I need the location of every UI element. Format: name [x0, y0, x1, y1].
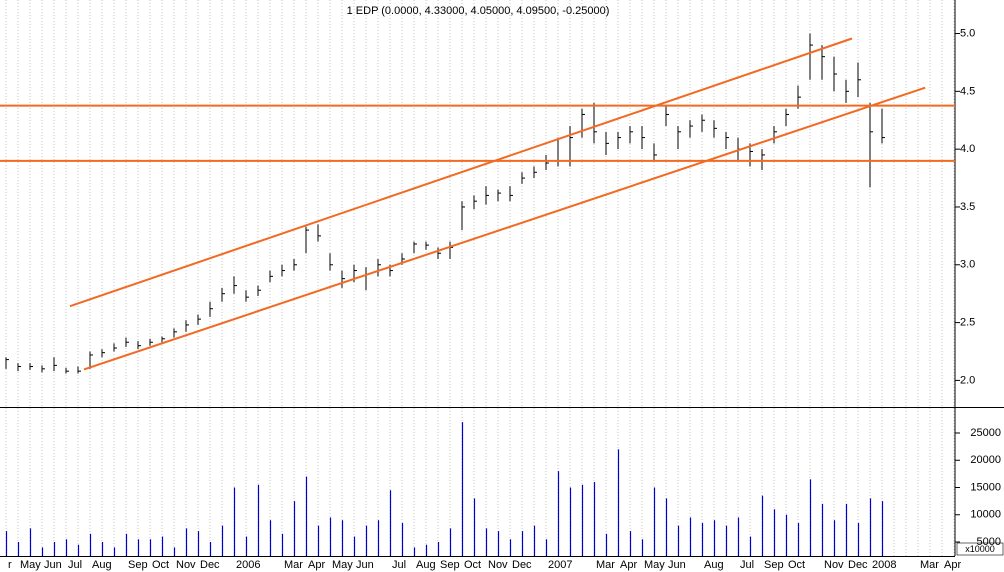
x-tick-label: 2006	[236, 559, 260, 571]
y-tick-label: 2.0	[960, 374, 975, 386]
x-tick-label: May	[644, 559, 665, 571]
x-tick-label: Mar	[284, 559, 303, 571]
y-tick-label: 5.0	[960, 27, 975, 39]
chart-title: 1 EDP (0.0000, 4.33000, 4.05000, 4.09500…	[347, 5, 610, 17]
x-tick-label: Jul	[392, 559, 406, 571]
x-tick-label: Jul	[740, 559, 754, 571]
x-tick-label: Mar	[920, 559, 939, 571]
x-tick-label: 2008	[872, 559, 896, 571]
x-tick-label: Apr	[308, 559, 325, 571]
x-tick-label: Apr	[620, 559, 637, 571]
x-tick-label: Aug	[704, 559, 724, 571]
x-tick-label: Oct	[788, 559, 805, 571]
y-tick-label: 3.0	[960, 259, 975, 271]
y2-tick-label: 5000	[977, 536, 1001, 548]
y2-tick-label: 20000	[970, 454, 1001, 466]
x-tick-label: Nov	[488, 559, 508, 571]
x-tick-label: r	[8, 559, 12, 571]
x-tick-label: Jun	[356, 559, 374, 571]
x-tick-label: Sep	[128, 559, 148, 571]
y2-tick-label: 15000	[970, 481, 1001, 493]
x-tick-label: Oct	[152, 559, 169, 571]
x-tick-label: Aug	[92, 559, 112, 571]
x-tick-label: 2007	[548, 559, 572, 571]
y2-tick-label: 25000	[970, 427, 1001, 439]
x-tick-label: May	[332, 559, 353, 571]
y-tick-label: 4.5	[960, 85, 975, 97]
x-tick-label: Dec	[848, 559, 868, 571]
x-tick-label: Sep	[764, 559, 784, 571]
x-tick-label: Nov	[176, 559, 196, 571]
volume-scale-note: x10000	[965, 544, 995, 554]
x-tick-label: Jun	[668, 559, 686, 571]
y-tick-label: 3.5	[960, 201, 975, 213]
y-tick-label: 4.0	[960, 143, 975, 155]
x-tick-label: Sep	[440, 559, 460, 571]
trend-line	[83, 86, 926, 371]
x-tick-label: Aug	[416, 559, 436, 571]
x-tick-label: May	[20, 559, 41, 571]
x-tick-label: Oct	[464, 559, 481, 571]
y-tick-label: 2.5	[960, 317, 975, 329]
x-tick-label: Dec	[200, 559, 220, 571]
scale-note-box	[956, 542, 1004, 556]
x-tick-label: Mar	[596, 559, 615, 571]
x-tick-label: Dec	[512, 559, 532, 571]
trend-line	[69, 37, 853, 308]
y2-tick-label: 10000	[970, 509, 1001, 521]
x-tick-label: Jul	[68, 559, 82, 571]
x-tick-label: Nov	[824, 559, 844, 571]
x-tick-label: Jun	[44, 559, 62, 571]
x-tick-label: Apr	[944, 559, 961, 571]
